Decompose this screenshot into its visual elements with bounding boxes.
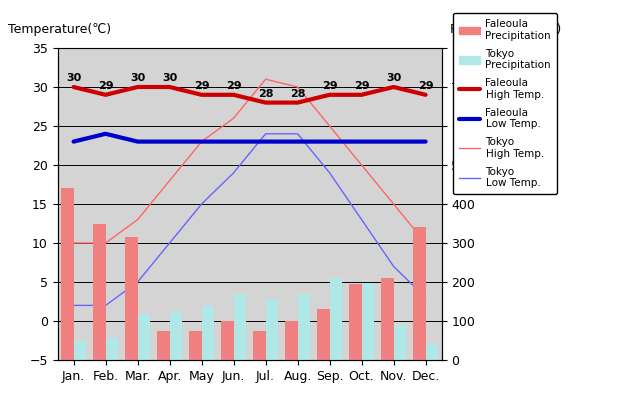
Bar [61,188,74,360]
Text: 30: 30 [66,74,81,84]
Bar [170,311,182,360]
Text: 30: 30 [130,74,145,84]
Bar [202,306,214,360]
Bar [298,294,310,360]
Bar [138,314,150,360]
Text: 30: 30 [162,74,177,84]
Text: 29: 29 [194,81,209,91]
Text: 30: 30 [386,74,401,84]
Bar [93,224,106,360]
Bar [381,278,394,360]
Bar [317,309,330,360]
Text: Precipitation(mm): Precipitation(mm) [449,22,561,36]
Text: 29: 29 [354,81,369,91]
Bar [189,331,202,360]
Bar [74,340,86,360]
Text: 29: 29 [418,81,433,91]
Text: Temperature(℃): Temperature(℃) [8,22,111,36]
Text: 28: 28 [290,89,305,99]
Bar [157,331,170,360]
Bar [253,331,266,360]
Legend: Faleoula
Precipitation, Tokyo
Precipitation, Faleoula
High Temp., Faleoula
Low T: Faleoula Precipitation, Tokyo Precipitat… [453,13,557,194]
Bar [362,283,374,360]
Bar [106,338,118,360]
Bar [221,321,234,360]
Bar [285,321,298,360]
Bar [125,237,138,360]
Text: 29: 29 [226,81,241,91]
Bar [349,284,362,360]
Bar [413,227,426,360]
Bar [266,300,278,360]
Bar [234,294,246,360]
Bar [330,278,342,360]
Text: 29: 29 [322,81,337,91]
Bar [426,344,438,360]
Text: 29: 29 [98,81,113,91]
Bar [394,324,406,360]
Text: 28: 28 [258,89,273,99]
